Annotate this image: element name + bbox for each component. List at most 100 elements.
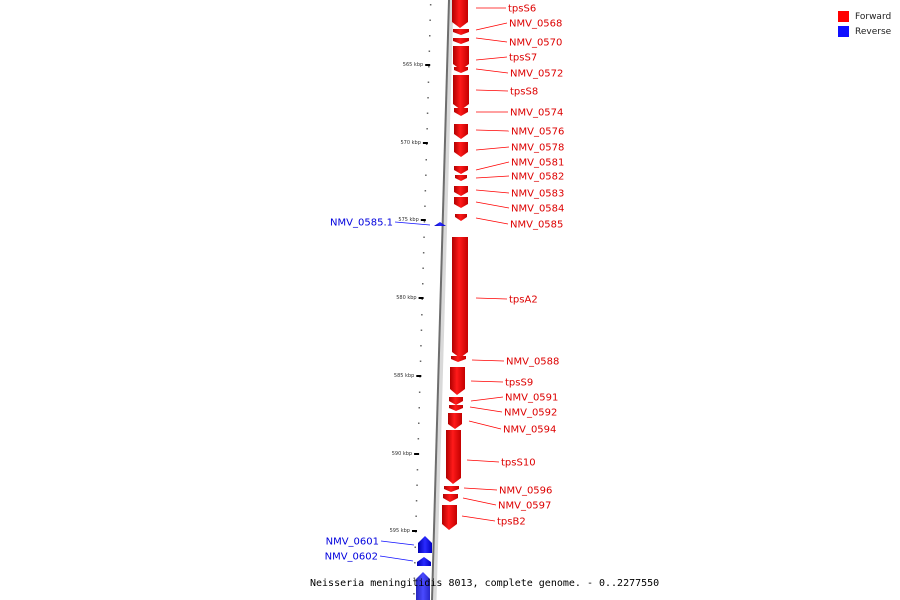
label-leader [475, 217, 509, 225]
gene-label[interactable]: NMV_0585.1 [330, 218, 393, 229]
scale-dot [417, 438, 420, 440]
gene-label[interactable]: NMV_0568 [509, 19, 562, 30]
gene-label[interactable]: NMV_0584 [511, 204, 564, 215]
scale-dot [425, 174, 427, 176]
gene-tpsS10[interactable] [446, 430, 461, 484]
scale-tick-label: 595 kbp [390, 528, 410, 534]
gene-tpsA2[interactable] [452, 237, 468, 358]
gene-tpsS9[interactable] [450, 367, 465, 395]
scale-dot [421, 314, 423, 316]
label-leader [466, 459, 500, 463]
gene-NMV_0588[interactable] [451, 356, 466, 362]
scale-dot [422, 267, 424, 269]
gene-label[interactable]: NMV_0576 [511, 127, 564, 138]
gene-NMV_0576[interactable] [454, 124, 468, 139]
forward-legend-label: Forward [855, 11, 892, 22]
label-leader [379, 555, 414, 562]
legend-item-reverse[interactable]: Reverse [838, 24, 900, 39]
scale-tick [418, 297, 424, 299]
gene-NMV_0592[interactable] [449, 405, 463, 411]
gene-NMV_0594[interactable] [448, 413, 462, 429]
reverse-legend-label: Reverse [855, 26, 892, 37]
gene-label[interactable]: NMV_0574 [510, 108, 563, 119]
scale-dot [423, 236, 425, 238]
reverse-labels: NMV_0585.1 NMV_0601 NMV_0602 [325, 218, 393, 563]
reverse-label-leaders [379, 221, 431, 562]
label-leader [462, 497, 497, 506]
gene-label[interactable]: NMV_0594 [503, 425, 556, 436]
gene-label[interactable]: NMV_0601 [326, 537, 379, 548]
gene-label[interactable]: NMV_0591 [505, 393, 558, 404]
scale-tick-label: 580 kbp [396, 295, 416, 301]
gene-label[interactable]: NMV_0582 [511, 172, 564, 183]
gene-NMV_0581[interactable] [454, 166, 468, 174]
gene-label[interactable]: tpsA2 [509, 295, 538, 306]
scale-dot [422, 283, 424, 285]
gene-label[interactable]: tpsS8 [510, 87, 538, 98]
gene-NMV_0596[interactable] [444, 486, 459, 492]
gene-NMV_0583[interactable] [454, 186, 468, 196]
scale-tick [416, 375, 422, 377]
legend-item-forward[interactable]: Forward [838, 9, 900, 24]
gene-label[interactable]: tpsB2 [497, 517, 526, 528]
scale-dot [420, 345, 422, 347]
scale-tick [412, 530, 417, 532]
label-leader [461, 515, 496, 522]
gene-NMV_0572[interactable] [454, 67, 468, 73]
scale-dot [427, 97, 429, 99]
gene-NMV_0602[interactable] [417, 557, 431, 566]
label-leader [475, 37, 508, 43]
gene-NMV_0584[interactable] [454, 197, 468, 208]
gene-NMV_0597[interactable] [443, 494, 458, 502]
scale-dot [416, 484, 418, 486]
scale-dot [425, 159, 427, 161]
scale-tick-label: 585 kbp [394, 373, 414, 379]
forward-label-leaders [461, 7, 510, 522]
gene-NMV_0570[interactable] [453, 38, 469, 44]
gene-label[interactable]: NMV_0581 [511, 158, 564, 169]
scale-dot [426, 112, 429, 114]
scale-tick [414, 453, 420, 455]
gene-label[interactable]: NMV_0570 [509, 38, 562, 49]
gene-label[interactable]: NMV_0578 [511, 143, 564, 154]
forward-genes [442, 0, 469, 530]
gene-reverse-partial[interactable] [416, 572, 430, 600]
gene-label[interactable]: NMV_0585 [510, 220, 563, 231]
gene-tpsS7[interactable] [453, 46, 469, 70]
label-leader [469, 406, 503, 413]
reverse-genes [416, 222, 446, 600]
gene-NMV_0601[interactable] [418, 536, 432, 553]
gene-label[interactable]: tpsS7 [509, 53, 537, 64]
gene-tpsS6[interactable] [452, 0, 468, 28]
scale-dot [415, 500, 418, 502]
gene-label[interactable]: NMV_0597 [498, 501, 551, 512]
backbone [431, 0, 454, 600]
gene-label[interactable]: NMV_0602 [325, 552, 378, 563]
gene-NMV_0578[interactable] [454, 142, 468, 157]
gene-tpsS8[interactable] [453, 75, 469, 110]
gene-label[interactable]: NMV_0572 [510, 69, 563, 80]
gene-NMV_0585.1[interactable] [434, 222, 446, 226]
gene-label[interactable]: NMV_0596 [499, 486, 552, 497]
gene-NMV_0568[interactable] [453, 29, 469, 35]
gene-NMV_0582[interactable] [455, 175, 467, 181]
gene-label[interactable]: NMV_0583 [511, 189, 564, 200]
scale-dot [418, 391, 421, 393]
label-leader [475, 175, 510, 179]
scale-tick [420, 219, 426, 221]
gene-label[interactable]: NMV_0588 [506, 357, 559, 368]
gene-tpsB2[interactable] [442, 505, 457, 530]
gene-NMV_0574[interactable] [454, 108, 468, 116]
gene-label[interactable]: tpsS9 [505, 378, 533, 389]
forward-swatch [838, 11, 849, 22]
legend: Forward Reverse [838, 9, 900, 39]
gene-label[interactable]: tpsS6 [508, 4, 536, 15]
gene-NMV_0591[interactable] [449, 397, 463, 405]
gene-label[interactable]: tpsS10 [501, 458, 536, 469]
scale-dot [413, 593, 415, 595]
label-leader [471, 359, 505, 362]
scale-dot [429, 4, 432, 6]
gene-NMV_0585[interactable] [455, 214, 467, 221]
gene-label[interactable]: NMV_0592 [504, 408, 557, 419]
